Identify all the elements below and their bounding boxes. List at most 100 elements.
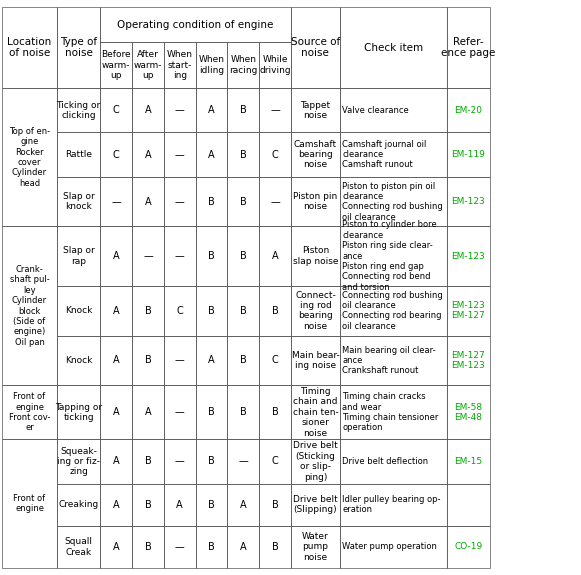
Bar <box>447 336 490 385</box>
Bar <box>132 439 164 484</box>
Text: C: C <box>113 105 120 116</box>
Text: —: — <box>270 197 280 206</box>
Text: —: — <box>270 105 280 116</box>
Bar <box>196 42 227 88</box>
Text: Piston to piston pin oil
clearance
Connecting rod bushing
oil clearance: Piston to piston pin oil clearance Conne… <box>342 182 443 222</box>
Bar <box>57 7 101 88</box>
Bar <box>340 7 447 88</box>
Text: Refer-
ence page: Refer- ence page <box>441 37 496 59</box>
Text: B: B <box>208 306 215 316</box>
Text: Piston to cylinder bore
clearance
Piston ring side clear-
ance
Piston ring end g: Piston to cylinder bore clearance Piston… <box>342 220 437 292</box>
Text: Drive belt
(Slipping): Drive belt (Slipping) <box>293 495 338 515</box>
Text: A: A <box>145 105 151 116</box>
Bar <box>227 439 259 484</box>
Bar <box>291 336 340 385</box>
Text: A: A <box>113 407 120 417</box>
Text: Location
of noise: Location of noise <box>8 37 52 59</box>
Bar <box>291 7 340 88</box>
Text: EM-127
EM-123: EM-127 EM-123 <box>451 351 485 370</box>
Text: —: — <box>175 105 185 116</box>
Bar <box>164 526 196 568</box>
Text: Tapping or
ticking: Tapping or ticking <box>55 402 102 422</box>
Bar <box>291 526 340 568</box>
Bar <box>227 42 259 88</box>
Text: C: C <box>113 150 120 160</box>
Bar <box>447 526 490 568</box>
Bar <box>227 88 259 132</box>
Text: B: B <box>208 251 215 261</box>
Text: Main bear-
ing noise: Main bear- ing noise <box>292 351 339 370</box>
Text: B: B <box>240 105 246 116</box>
Bar <box>259 177 291 227</box>
Bar <box>340 227 447 286</box>
Text: Ticking or
clicking: Ticking or clicking <box>56 101 101 120</box>
Bar <box>447 132 490 177</box>
Text: Tappet
noise: Tappet noise <box>300 101 331 120</box>
Text: EM-123: EM-123 <box>451 252 485 260</box>
Bar <box>101 42 132 88</box>
Bar <box>291 88 340 132</box>
Text: —: — <box>238 457 248 466</box>
Text: A: A <box>113 542 120 552</box>
Text: EM-15: EM-15 <box>454 457 482 466</box>
Text: Slap or
knock: Slap or knock <box>63 192 95 211</box>
Bar <box>101 526 132 568</box>
Bar <box>447 439 490 484</box>
Text: A: A <box>240 542 246 552</box>
Text: When
idling: When idling <box>199 56 224 75</box>
Bar <box>340 336 447 385</box>
Text: Rattle: Rattle <box>65 150 92 159</box>
Text: Water
pump
noise: Water pump noise <box>302 532 329 562</box>
Text: A: A <box>177 500 183 509</box>
Bar <box>447 484 490 526</box>
Text: —: — <box>143 251 153 261</box>
Bar <box>259 42 291 88</box>
Text: When
racing: When racing <box>229 56 257 75</box>
Bar <box>291 177 340 227</box>
Text: B: B <box>240 306 246 316</box>
Bar <box>340 526 447 568</box>
Text: Source of
noise: Source of noise <box>290 37 340 59</box>
Text: Drive belt
(Sticking
or slip-
ping): Drive belt (Sticking or slip- ping) <box>293 442 338 481</box>
Text: Connecting rod bushing
oil clearance
Connecting rod bearing
oil clearance: Connecting rod bushing oil clearance Con… <box>342 290 443 331</box>
Bar <box>57 439 101 484</box>
Text: EM-20: EM-20 <box>454 106 482 115</box>
Bar <box>164 177 196 227</box>
Bar <box>57 484 101 526</box>
Bar <box>340 177 447 227</box>
Bar <box>101 484 132 526</box>
Text: —: — <box>175 407 185 417</box>
Text: Check item: Check item <box>364 43 423 53</box>
Text: C: C <box>271 457 278 466</box>
Text: Piston
slap noise: Piston slap noise <box>293 247 338 266</box>
Text: B: B <box>145 500 151 509</box>
Text: Timing chain cracks
and wear
Timing chain tensioner
operation: Timing chain cracks and wear Timing chai… <box>342 392 439 432</box>
Text: Camshaft
bearing
noise: Camshaft bearing noise <box>294 140 337 170</box>
Bar <box>259 227 291 286</box>
Bar <box>291 439 340 484</box>
Bar <box>132 88 164 132</box>
Bar <box>164 336 196 385</box>
Bar <box>196 227 227 286</box>
Bar <box>57 132 101 177</box>
Text: B: B <box>208 457 215 466</box>
Text: Main bearing oil clear-
ance
Crankshaft runout: Main bearing oil clear- ance Crankshaft … <box>342 346 436 375</box>
Bar <box>291 484 340 526</box>
Bar <box>447 227 490 286</box>
Bar <box>2 439 57 568</box>
Bar <box>101 439 132 484</box>
Bar <box>164 439 196 484</box>
Bar <box>164 385 196 439</box>
Bar <box>101 132 132 177</box>
Bar <box>259 132 291 177</box>
Text: CO-19: CO-19 <box>454 542 483 551</box>
Text: B: B <box>271 542 278 552</box>
Bar <box>164 42 196 88</box>
Text: —: — <box>175 251 185 261</box>
Text: —: — <box>175 542 185 552</box>
Bar <box>132 177 164 227</box>
Text: A: A <box>113 500 120 509</box>
Bar <box>196 132 227 177</box>
Text: Operating condition of engine: Operating condition of engine <box>117 20 274 30</box>
Bar <box>132 286 164 336</box>
